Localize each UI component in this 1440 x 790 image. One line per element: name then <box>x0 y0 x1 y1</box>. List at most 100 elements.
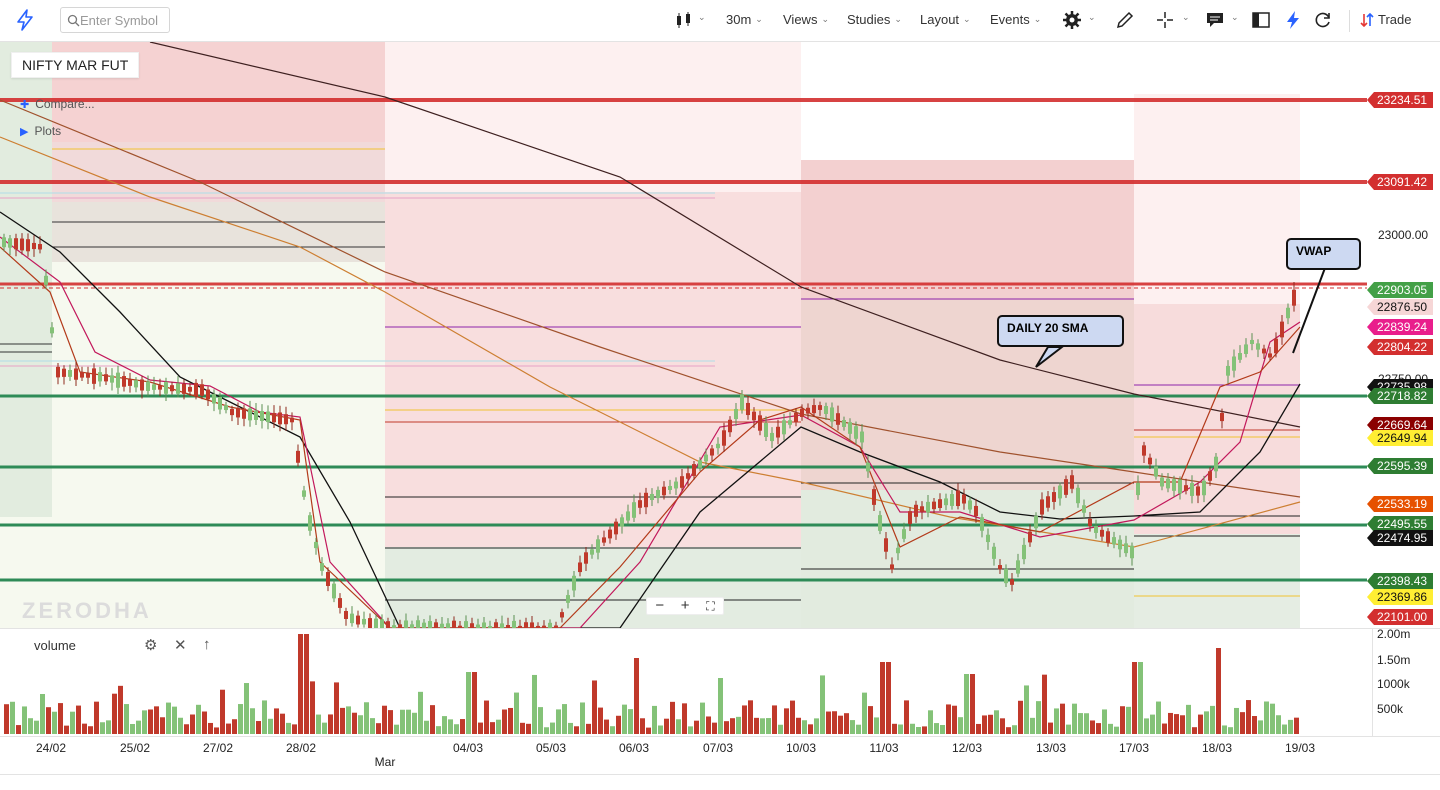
candle-body <box>932 501 936 510</box>
volume-bar <box>1048 722 1053 734</box>
volume-bar <box>832 711 837 734</box>
candle-body <box>164 381 168 394</box>
candle-body <box>38 244 42 250</box>
settings-chevron-icon[interactable]: ⌄ <box>1088 12 1096 22</box>
volume-bar <box>430 705 435 734</box>
candle-body <box>554 625 558 628</box>
zoom-in-icon[interactable]: + <box>680 597 690 614</box>
volume-bar <box>616 715 621 734</box>
volume-bar <box>850 720 855 734</box>
volume-bar <box>964 674 969 734</box>
volume-bar <box>118 685 123 734</box>
volume-bar <box>778 724 783 734</box>
draw-pencil-icon[interactable] <box>1115 10 1135 30</box>
candle-body <box>476 624 480 628</box>
candle-body <box>656 489 660 499</box>
volume-bar <box>196 704 201 734</box>
volume-bar <box>970 674 975 734</box>
crosshair-chevron-icon[interactable]: ⌄ <box>1182 12 1190 22</box>
volume-bar <box>928 710 933 734</box>
zoom-out-icon[interactable]: − <box>655 597 665 614</box>
volume-pane[interactable]: volume ⚙ ✕ ↑ 2.00m 1.50m 1000k 500k <box>0 627 1440 737</box>
symbol-search-input[interactable] <box>80 12 160 28</box>
candle-body <box>740 394 744 410</box>
volume-bar <box>220 689 225 734</box>
kite-logo-icon[interactable] <box>14 9 36 31</box>
volume-bar <box>856 724 861 734</box>
comment-icon[interactable] <box>1205 10 1225 30</box>
candle-body <box>230 408 234 416</box>
volume-bar <box>310 681 315 734</box>
volume-settings-gear-icon[interactable]: ⚙ <box>144 637 158 654</box>
layout-menu[interactable]: Layout ⌄ <box>920 12 971 27</box>
chart-type-chevron-icon[interactable]: ⌄ <box>698 12 706 22</box>
volume-bar <box>136 720 141 734</box>
comment-chevron-icon[interactable]: ⌄ <box>1231 12 1239 22</box>
volume-move-up-icon[interactable]: ↑ <box>203 636 211 653</box>
vwap-callout[interactable]: VWAP <box>1286 238 1361 270</box>
volume-bar <box>622 704 627 734</box>
candle-body <box>530 622 534 628</box>
volume-bar <box>1132 662 1137 734</box>
lightning-icon[interactable] <box>1283 10 1303 30</box>
candle-body <box>458 625 462 628</box>
interval-select[interactable]: 30m ⌄ <box>726 12 763 27</box>
date-label: 28/02 <box>285 741 317 755</box>
panel-icon[interactable] <box>1251 10 1271 30</box>
volume-bar <box>910 723 915 734</box>
ma-magenta-line <box>0 236 1301 628</box>
volume-bar <box>1162 723 1167 734</box>
price-label: 22474.95 <box>1367 530 1433 546</box>
volume-bar <box>724 721 729 734</box>
volume-bar <box>682 703 687 734</box>
volume-bar <box>472 672 477 734</box>
price-label: 22533.19 <box>1367 496 1433 512</box>
candle-body <box>524 622 528 628</box>
volume-bar <box>52 711 57 734</box>
refresh-icon[interactable] <box>1313 10 1333 30</box>
date-label: 11/03 <box>869 741 899 755</box>
zoom-controls: − + ⛶ <box>646 597 724 615</box>
candle-body <box>1208 471 1212 481</box>
volume-tick: 1.50m <box>1377 653 1411 667</box>
views-menu[interactable]: Views ⌄ <box>783 12 829 27</box>
date-label: 06/03 <box>618 741 650 755</box>
symbol-search[interactable] <box>60 7 170 33</box>
compare-link[interactable]: ✚ Compare... <box>20 97 95 111</box>
settings-gear-icon[interactable] <box>1062 10 1082 30</box>
candle-body <box>440 623 444 628</box>
candle-body <box>416 620 420 628</box>
volume-bar <box>640 718 645 734</box>
fit-screen-icon[interactable]: ⛶ <box>706 599 715 613</box>
crosshair-icon[interactable] <box>1155 10 1175 30</box>
volume-bar <box>766 718 771 734</box>
volume-bar <box>184 724 189 734</box>
candle-body <box>344 611 348 619</box>
price-chart-pane[interactable]: NIFTY MAR FUT ✚ Compare... ▶ Plots ZERODHA… <box>0 42 1440 628</box>
volume-bar <box>280 713 285 734</box>
price-chart-canvas[interactable] <box>0 42 1440 628</box>
price-label: 22718.82 <box>1367 388 1433 404</box>
volume-bar <box>436 726 441 734</box>
candle-body <box>944 498 948 506</box>
volume-bar <box>1042 674 1047 734</box>
volume-tick: 1000k <box>1377 677 1410 691</box>
trade-button[interactable]: Trade <box>1360 12 1411 27</box>
candlestick-series <box>2 233 1296 628</box>
studies-menu[interactable]: Studies ⌄ <box>847 12 902 27</box>
candle-body <box>1064 479 1068 495</box>
candle-body <box>1028 531 1032 543</box>
volume-bar <box>994 710 999 734</box>
events-menu[interactable]: Events ⌄ <box>990 12 1042 27</box>
candle-body <box>638 500 642 508</box>
volume-bar <box>82 723 87 734</box>
volume-close-icon[interactable]: ✕ <box>174 637 187 654</box>
volume-bar <box>496 719 501 734</box>
symbol-label[interactable]: NIFTY MAR FUT <box>11 52 140 78</box>
candlestick-chart-type-icon[interactable] <box>674 10 694 30</box>
candle-body <box>1112 537 1116 545</box>
date-axis[interactable]: 24/02 25/02 27/02 28/02 Mar 04/03 05/03 06/03 07… <box>0 736 1440 774</box>
plots-link[interactable]: ▶ Plots <box>20 124 62 138</box>
daily-20-sma-callout[interactable]: DAILY 20 SMA <box>997 315 1124 347</box>
volume-bar <box>322 722 327 734</box>
